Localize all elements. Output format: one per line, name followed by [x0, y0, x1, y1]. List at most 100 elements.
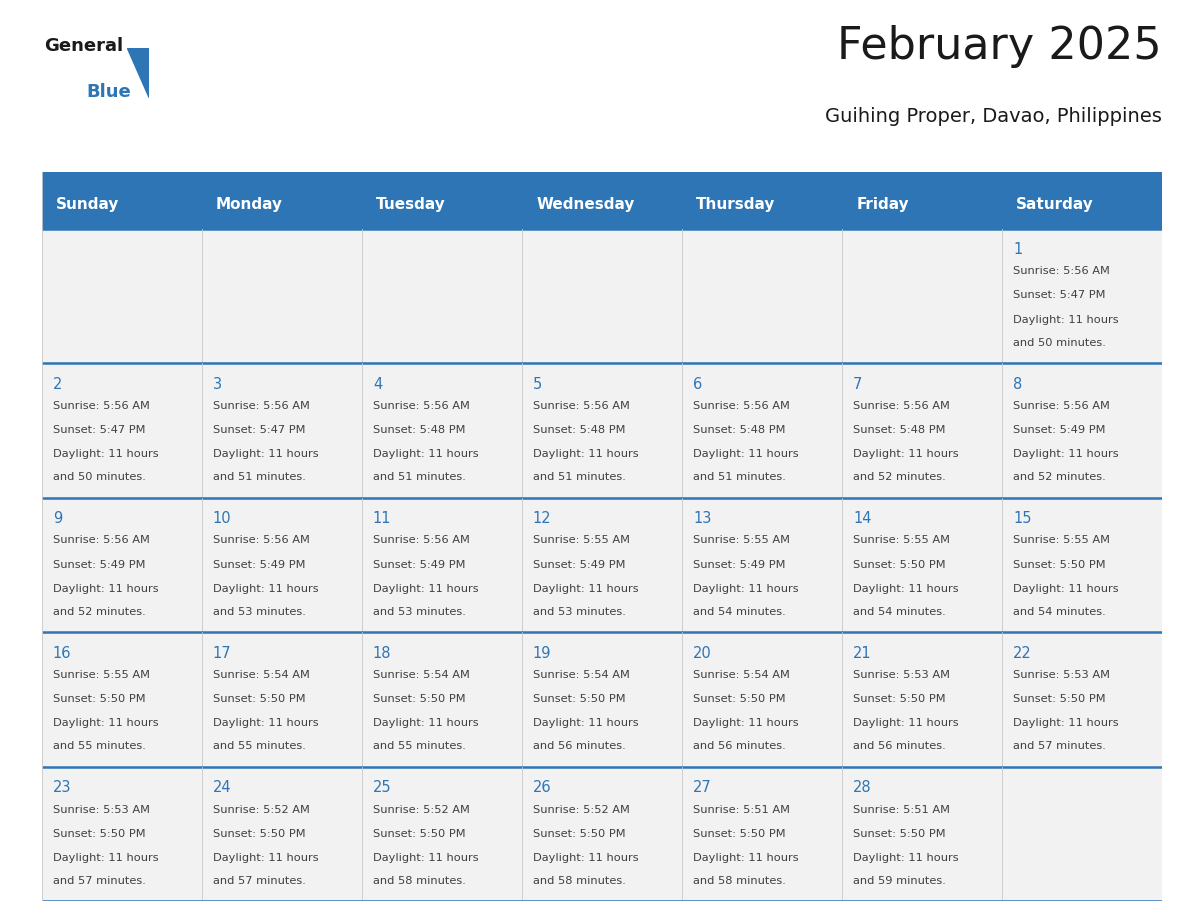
Text: 7: 7 [853, 376, 862, 392]
Text: 26: 26 [533, 780, 551, 795]
Text: Daylight: 11 hours: Daylight: 11 hours [52, 719, 158, 729]
Text: Thursday: Thursday [696, 197, 776, 212]
Text: 28: 28 [853, 780, 872, 795]
Text: 25: 25 [373, 780, 392, 795]
Text: Friday: Friday [857, 197, 909, 212]
Text: 20: 20 [693, 645, 712, 661]
Text: and 53 minutes.: and 53 minutes. [533, 607, 626, 617]
Text: Sunrise: 5:54 AM: Sunrise: 5:54 AM [693, 670, 790, 680]
Bar [42, 364, 1162, 498]
Text: Daylight: 11 hours: Daylight: 11 hours [853, 853, 959, 863]
Bar [42, 498, 1162, 633]
Text: 12: 12 [533, 511, 551, 526]
Text: Sunrise: 5:56 AM: Sunrise: 5:56 AM [213, 535, 310, 545]
Text: Sunrise: 5:55 AM: Sunrise: 5:55 AM [533, 535, 630, 545]
Text: Sunset: 5:49 PM: Sunset: 5:49 PM [693, 560, 785, 570]
Text: and 50 minutes.: and 50 minutes. [1013, 338, 1106, 348]
Text: and 53 minutes.: and 53 minutes. [373, 607, 466, 617]
Text: 11: 11 [373, 511, 391, 526]
Text: Sunset: 5:50 PM: Sunset: 5:50 PM [1013, 694, 1106, 704]
Text: Saturday: Saturday [1016, 197, 1094, 212]
Text: 3: 3 [213, 376, 222, 392]
Text: 27: 27 [693, 780, 712, 795]
Text: 21: 21 [853, 645, 872, 661]
Text: Daylight: 11 hours: Daylight: 11 hours [533, 584, 638, 594]
Text: Daylight: 11 hours: Daylight: 11 hours [1013, 315, 1119, 325]
Text: Sunset: 5:50 PM: Sunset: 5:50 PM [52, 829, 145, 839]
Text: Sunset: 5:47 PM: Sunset: 5:47 PM [213, 425, 305, 435]
Text: 13: 13 [693, 511, 712, 526]
Text: 6: 6 [693, 376, 702, 392]
Text: and 58 minutes.: and 58 minutes. [693, 876, 785, 886]
Text: 1: 1 [1013, 242, 1023, 257]
Text: 24: 24 [213, 780, 232, 795]
Text: Sunrise: 5:53 AM: Sunrise: 5:53 AM [1013, 670, 1110, 680]
Text: Sunrise: 5:52 AM: Sunrise: 5:52 AM [533, 804, 630, 814]
Text: 4: 4 [373, 376, 383, 392]
Text: and 52 minutes.: and 52 minutes. [1013, 472, 1106, 482]
Text: Sunset: 5:48 PM: Sunset: 5:48 PM [693, 425, 785, 435]
Text: Daylight: 11 hours: Daylight: 11 hours [213, 853, 318, 863]
Text: Sunset: 5:49 PM: Sunset: 5:49 PM [373, 560, 466, 570]
Text: and 51 minutes.: and 51 minutes. [373, 472, 466, 482]
Text: and 56 minutes.: and 56 minutes. [853, 742, 946, 751]
Text: Sunrise: 5:55 AM: Sunrise: 5:55 AM [693, 535, 790, 545]
Text: Daylight: 11 hours: Daylight: 11 hours [1013, 719, 1119, 729]
Text: Daylight: 11 hours: Daylight: 11 hours [853, 449, 959, 459]
Text: Daylight: 11 hours: Daylight: 11 hours [853, 584, 959, 594]
Text: Daylight: 11 hours: Daylight: 11 hours [213, 584, 318, 594]
Text: Sunset: 5:50 PM: Sunset: 5:50 PM [693, 694, 785, 704]
Text: Daylight: 11 hours: Daylight: 11 hours [693, 853, 798, 863]
Text: and 56 minutes.: and 56 minutes. [533, 742, 626, 751]
Text: Daylight: 11 hours: Daylight: 11 hours [373, 584, 479, 594]
Text: and 55 minutes.: and 55 minutes. [213, 742, 305, 751]
Text: 23: 23 [52, 780, 71, 795]
Text: and 52 minutes.: and 52 minutes. [853, 472, 946, 482]
Text: Sunrise: 5:56 AM: Sunrise: 5:56 AM [693, 401, 790, 411]
Text: Daylight: 11 hours: Daylight: 11 hours [1013, 449, 1119, 459]
Text: and 50 minutes.: and 50 minutes. [52, 472, 146, 482]
Text: Sunset: 5:49 PM: Sunset: 5:49 PM [1013, 425, 1106, 435]
Text: 18: 18 [373, 645, 391, 661]
Text: Sunrise: 5:56 AM: Sunrise: 5:56 AM [52, 535, 150, 545]
Text: Sunrise: 5:52 AM: Sunrise: 5:52 AM [213, 804, 310, 814]
Text: 22: 22 [1013, 645, 1031, 661]
Text: 2: 2 [52, 376, 62, 392]
Text: Sunset: 5:49 PM: Sunset: 5:49 PM [533, 560, 625, 570]
Text: Sunset: 5:50 PM: Sunset: 5:50 PM [213, 694, 305, 704]
Text: Sunset: 5:47 PM: Sunset: 5:47 PM [52, 425, 145, 435]
Text: Sunset: 5:48 PM: Sunset: 5:48 PM [533, 425, 625, 435]
Text: and 55 minutes.: and 55 minutes. [373, 742, 466, 751]
Text: Daylight: 11 hours: Daylight: 11 hours [853, 719, 959, 729]
Text: Daylight: 11 hours: Daylight: 11 hours [52, 449, 158, 459]
Text: Sunrise: 5:54 AM: Sunrise: 5:54 AM [533, 670, 630, 680]
Bar [42, 172, 1162, 229]
Bar [42, 633, 1162, 767]
Text: 14: 14 [853, 511, 872, 526]
Text: and 52 minutes.: and 52 minutes. [52, 607, 146, 617]
Text: and 57 minutes.: and 57 minutes. [213, 876, 305, 886]
Text: Sunrise: 5:56 AM: Sunrise: 5:56 AM [373, 535, 469, 545]
Text: and 54 minutes.: and 54 minutes. [853, 607, 946, 617]
Text: Sunrise: 5:55 AM: Sunrise: 5:55 AM [52, 670, 150, 680]
Text: 15: 15 [1013, 511, 1031, 526]
Text: 17: 17 [213, 645, 232, 661]
Text: Sunrise: 5:51 AM: Sunrise: 5:51 AM [853, 804, 950, 814]
Text: Daylight: 11 hours: Daylight: 11 hours [373, 853, 479, 863]
Text: and 56 minutes.: and 56 minutes. [693, 742, 785, 751]
Text: Daylight: 11 hours: Daylight: 11 hours [1013, 584, 1119, 594]
Text: Daylight: 11 hours: Daylight: 11 hours [693, 584, 798, 594]
Text: Sunset: 5:50 PM: Sunset: 5:50 PM [533, 829, 626, 839]
Text: Sunrise: 5:56 AM: Sunrise: 5:56 AM [853, 401, 950, 411]
Text: Sunset: 5:50 PM: Sunset: 5:50 PM [213, 829, 305, 839]
Text: Sunrise: 5:56 AM: Sunrise: 5:56 AM [1013, 401, 1110, 411]
Text: Sunrise: 5:54 AM: Sunrise: 5:54 AM [373, 670, 469, 680]
Text: 9: 9 [52, 511, 62, 526]
Text: Daylight: 11 hours: Daylight: 11 hours [693, 449, 798, 459]
Text: Daylight: 11 hours: Daylight: 11 hours [533, 719, 638, 729]
Polygon shape [127, 48, 148, 98]
Text: and 57 minutes.: and 57 minutes. [1013, 742, 1106, 751]
Text: and 58 minutes.: and 58 minutes. [533, 876, 626, 886]
Text: Daylight: 11 hours: Daylight: 11 hours [213, 719, 318, 729]
Text: Sunrise: 5:56 AM: Sunrise: 5:56 AM [373, 401, 469, 411]
